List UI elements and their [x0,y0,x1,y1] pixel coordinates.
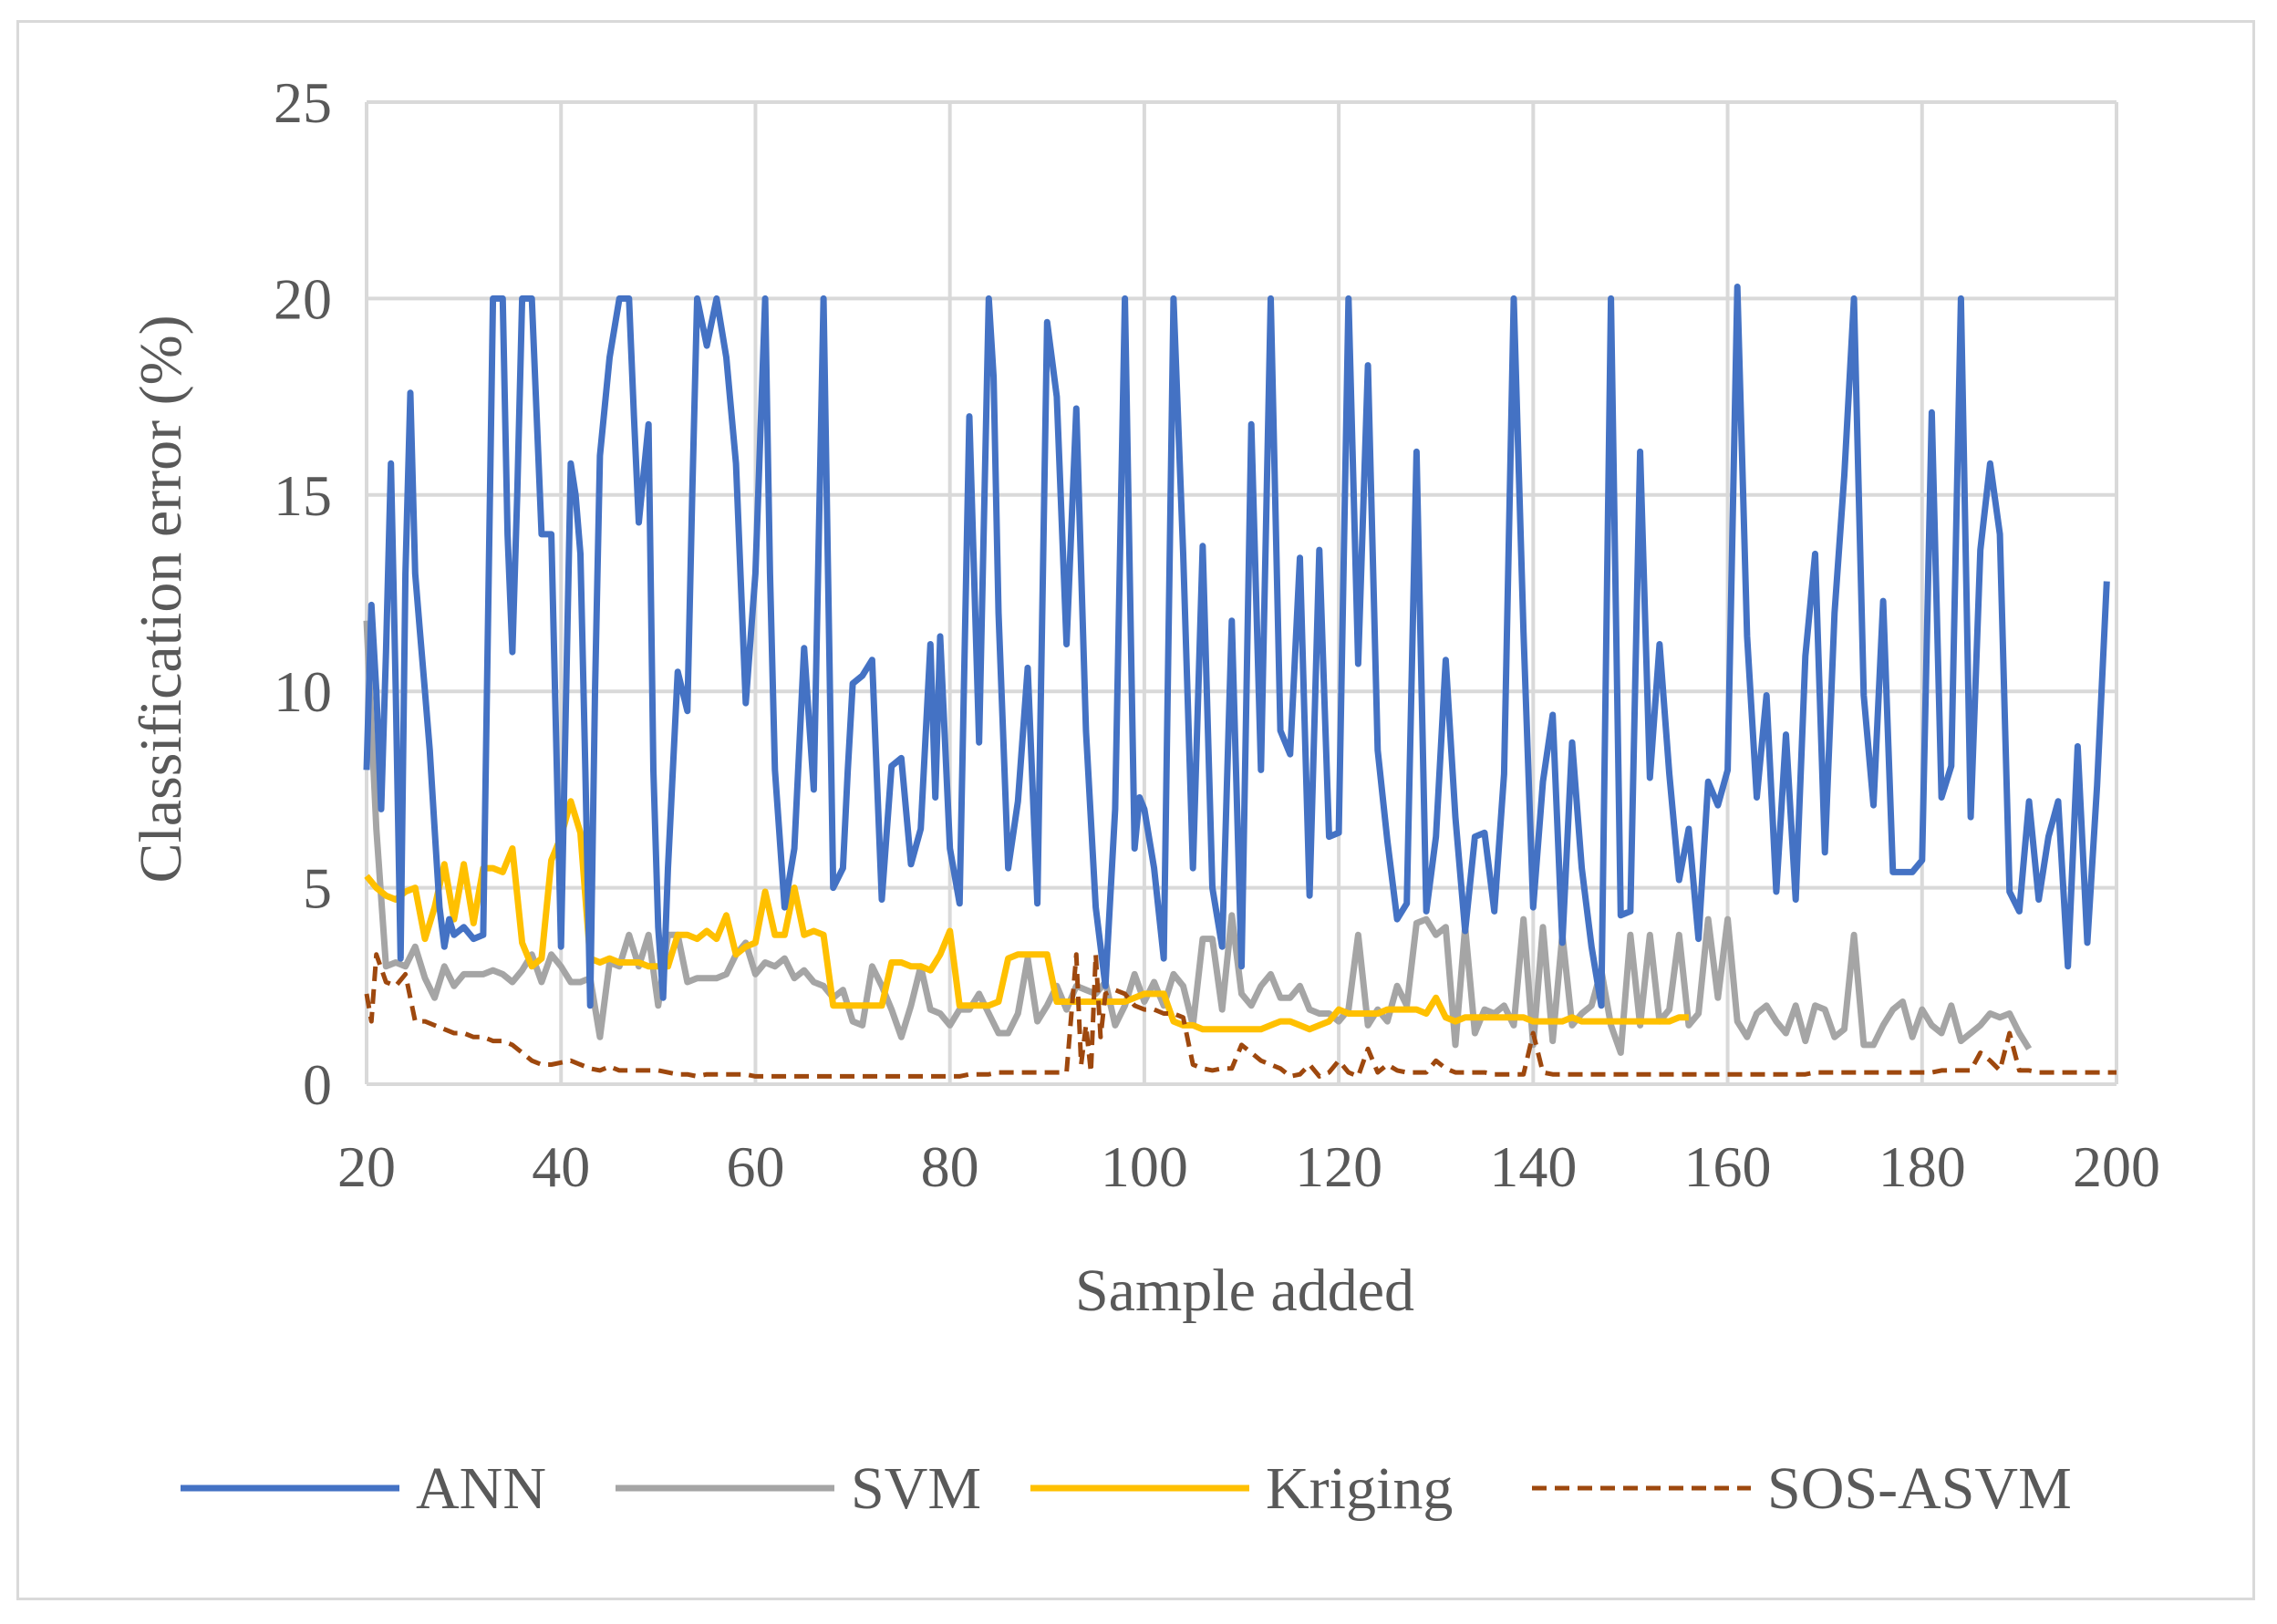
x-tick-label: 120 [1295,1134,1382,1199]
x-tick-labels: 20 40 60 80 100 120 140 160 180 200 [337,1134,2160,1199]
y-tick-label: 10 [274,659,332,724]
x-tick-label: 160 [1684,1134,1772,1199]
x-axis-title: Sample added [1075,1257,1414,1324]
legend-label-svm: SVM [851,1455,981,1522]
legend-label-kriging: Kriging [1266,1455,1453,1522]
x-tick-label: 140 [1489,1134,1577,1199]
y-tick-label: 15 [274,463,332,528]
x-tick-label: 40 [532,1134,590,1199]
x-tick-label: 100 [1101,1134,1188,1199]
series-lines [363,284,2117,1079]
legend-label-ann: ANN [416,1455,546,1522]
y-axis-title: Classification error (%) [128,315,194,883]
x-tick-label: 80 [921,1134,979,1199]
y-tick-labels: 0 5 10 15 20 25 [274,70,332,1117]
y-tick-label: 25 [274,70,332,135]
x-tick-label: 200 [2073,1134,2160,1199]
legend-label-sos-asvm: SOS-ASVM [1767,1455,2072,1522]
x-tick-label: 60 [726,1134,784,1199]
y-tick-label: 0 [303,1052,332,1117]
legend: ANN SVM Kriging SOS-ASVM [181,1455,2072,1522]
series-line-svm [363,620,2033,1056]
y-tick-label: 20 [274,266,332,331]
y-tick-label: 5 [303,856,332,921]
x-tick-label: 20 [337,1134,396,1199]
x-tick-label: 180 [1879,1134,1966,1199]
series-line-ann [363,284,2110,1009]
